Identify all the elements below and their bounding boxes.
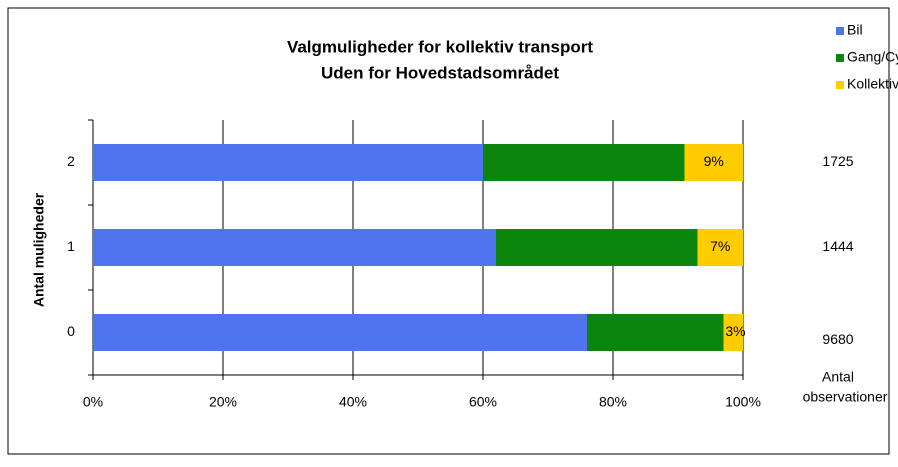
value-label: 9% [704, 153, 724, 169]
bar-segment [93, 144, 483, 181]
y-tick-label: 0 [67, 323, 75, 339]
bar-segment [697, 229, 743, 266]
bar-segment [483, 144, 685, 181]
y-axis-title: Antal muligheder [31, 192, 47, 307]
observation-count: 1725 [822, 153, 853, 169]
x-tick-label: 60% [469, 394, 497, 410]
observations-label: observationer [803, 389, 888, 405]
bar-segment [723, 314, 743, 351]
x-tick-label: 0% [83, 394, 103, 410]
observation-count: 9680 [822, 331, 853, 347]
chart-subtitle: Uden for Hovedstadsområdet [321, 63, 559, 82]
x-tick-label: 100% [725, 394, 761, 410]
x-tick-label: 20% [209, 394, 237, 410]
bar-segment [93, 314, 587, 351]
bar-segment [93, 229, 496, 266]
y-tick-label: 2 [67, 153, 75, 169]
observations-label: Antal [822, 369, 854, 385]
x-tick-label: 40% [339, 394, 367, 410]
legend-swatch [836, 27, 844, 35]
bar-segment [587, 314, 724, 351]
value-label: 7% [710, 238, 730, 254]
chart-title: Valgmuligheder for kollektiv transport [287, 37, 593, 56]
legend-label: Gang/Cykel [847, 49, 898, 65]
observation-count: 1444 [822, 238, 853, 254]
bar-segment [496, 229, 698, 266]
legend-label: Kollektivt [847, 76, 898, 92]
y-tick-label: 1 [67, 238, 75, 254]
legend-swatch [836, 54, 844, 62]
legend-label: Bil [847, 22, 863, 38]
legend-swatch [836, 81, 844, 89]
bar-segment [684, 144, 743, 181]
x-tick-label: 80% [599, 394, 627, 410]
value-label: 3% [725, 323, 745, 339]
